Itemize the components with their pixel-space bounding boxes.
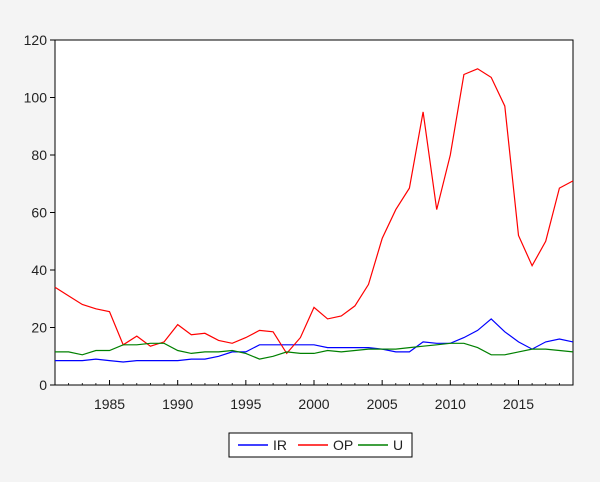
y-tick-label: 80	[31, 147, 47, 163]
y-tick-label: 60	[31, 205, 47, 221]
series-line-u	[55, 342, 574, 360]
legend: IR OP U	[228, 432, 413, 458]
plot-content	[54, 68, 574, 363]
legend-label-u: U	[393, 437, 403, 453]
x-tick-label: 2000	[298, 396, 329, 412]
x-tick-label: 1990	[162, 396, 193, 412]
y-tick-label: 0	[39, 377, 47, 393]
x-tick-label: 2005	[367, 396, 398, 412]
plot-area	[54, 39, 574, 386]
legend-label-op: OP	[333, 437, 353, 453]
y-tick-label: 120	[24, 32, 48, 48]
series-line-ir	[55, 318, 574, 363]
legend-label-ir: IR	[273, 437, 287, 453]
x-tick-label: 2015	[503, 396, 534, 412]
series-line-op	[54, 68, 574, 355]
axes-content: 1985 1990 1995 2000 2005 2010 2015 0 20 40 60 80 100…	[24, 32, 574, 412]
x-tick-label: 1995	[230, 396, 261, 412]
x-tick-label: 2010	[435, 396, 466, 412]
y-tick-label: 100	[24, 90, 48, 106]
x-tick-label: 1985	[94, 396, 125, 412]
y-tick-label: 40	[31, 262, 47, 278]
y-tick-label: 20	[31, 320, 47, 336]
